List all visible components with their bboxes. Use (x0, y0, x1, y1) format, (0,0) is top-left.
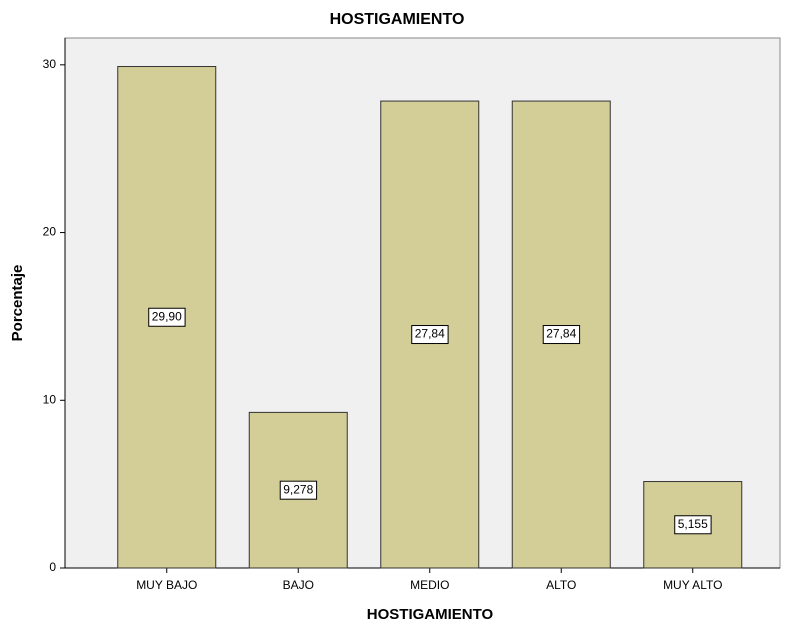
x-tick-label: MUY BAJO (136, 578, 197, 592)
x-tick-label: MEDIO (410, 578, 449, 592)
value-label-box (148, 307, 186, 327)
value-label: 27,84 (415, 327, 445, 341)
value-label-box (674, 515, 712, 535)
value-label: 5,155 (678, 517, 708, 531)
x-tick-label: MUY ALTO (663, 578, 722, 592)
value-label: 9,278 (283, 482, 313, 496)
y-tick-label: 30 (43, 57, 57, 71)
x-tick-label: BAJO (283, 578, 314, 592)
value-label-box (411, 325, 449, 345)
chart-title: HOSTIGAMIENTO (330, 11, 465, 28)
value-label: 29,90 (152, 309, 182, 323)
value-label: 27,84 (546, 327, 576, 341)
value-label-box (542, 325, 581, 345)
x-axis-title: HOSTIGAMIENTO (367, 606, 494, 623)
y-axis-title: Porcentaje (9, 265, 26, 342)
y-tick-label: 20 (43, 225, 57, 239)
value-label-box (279, 480, 318, 500)
x-tick-label: ALTO (546, 578, 576, 592)
y-tick-label: 10 (43, 392, 57, 406)
y-tick-label: 0 (49, 560, 56, 574)
